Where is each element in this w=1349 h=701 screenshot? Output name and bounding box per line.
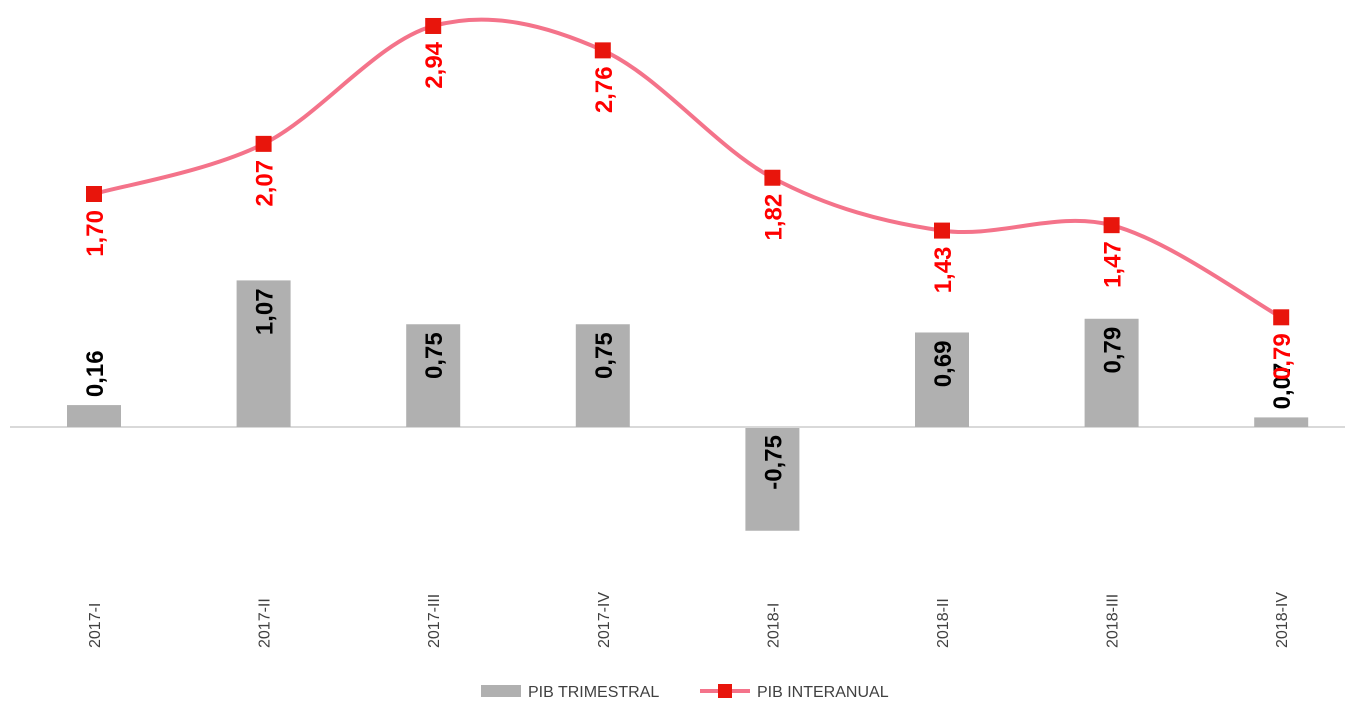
x-tick-label: 2017-IV xyxy=(596,592,613,648)
line-marker xyxy=(934,222,950,239)
line-value-label: 2,94 xyxy=(421,41,448,88)
bar xyxy=(745,428,800,531)
legend-swatch-marker xyxy=(718,684,732,698)
marker-group xyxy=(86,17,1290,326)
bar xyxy=(575,324,630,427)
x-tick-label: 2018-III xyxy=(1105,594,1122,648)
bar xyxy=(915,332,969,427)
line-value-label: 2,07 xyxy=(252,160,279,207)
legend-swatch-bar xyxy=(481,685,521,697)
line-marker xyxy=(86,186,102,202)
bar-value-label: -0,75 xyxy=(760,435,787,490)
x-tick-label: 2017-III xyxy=(426,594,443,648)
x-axis-ticks: 2017-I 2017-II 2017-III 2017-IV 2018-I 2018-I… xyxy=(87,592,1291,648)
x-tick-label: 2018-IV xyxy=(1274,592,1291,648)
line-series xyxy=(93,17,1283,320)
line-value-label: 0,79 xyxy=(1269,333,1296,380)
bar-series xyxy=(67,280,1309,531)
bar-value-label: 0,79 xyxy=(1100,327,1127,374)
x-tick-label: 2017-II xyxy=(257,598,274,648)
bar xyxy=(236,280,291,427)
legend-label-bar: PIB TRIMESTRAL xyxy=(528,684,659,701)
line-value-label: 1,82 xyxy=(760,194,787,241)
bar-value-label: 0,16 xyxy=(82,350,109,397)
line-marker xyxy=(1103,217,1120,234)
bar-value-label: 0,75 xyxy=(421,332,448,379)
bar-value-label: 0,75 xyxy=(591,332,618,379)
x-tick-label: 2018-II xyxy=(935,598,952,648)
line-value-label: 1,47 xyxy=(1100,241,1127,288)
line-value-label: 2,76 xyxy=(591,66,618,113)
bar-value-label: 0,07 xyxy=(1269,363,1296,410)
label-group: 0,161,070,75 0,75-0,750,69 0,790,071,702,0… xyxy=(82,41,1296,489)
line-marker xyxy=(764,169,781,186)
line-marker xyxy=(594,42,611,59)
line-marker xyxy=(1273,309,1290,326)
line-marker xyxy=(255,135,272,152)
line-value-label: 1,43 xyxy=(930,247,957,294)
legend-label-line: PIB INTERANUAL xyxy=(757,684,889,701)
legend: PIB TRIMESTRAL PIB INTERANUAL xyxy=(481,684,889,701)
bar xyxy=(1254,417,1309,427)
line-marker xyxy=(425,17,442,34)
bar xyxy=(67,405,121,427)
x-tick-label: 2017-I xyxy=(87,603,104,648)
bar-value-label: 0,69 xyxy=(930,340,957,387)
bar xyxy=(1084,318,1139,427)
x-tick-label: 2018-I xyxy=(765,603,782,648)
bar-value-label: 1,07 xyxy=(252,288,279,335)
line-value-label: 1,70 xyxy=(82,210,109,257)
bar xyxy=(406,324,461,427)
